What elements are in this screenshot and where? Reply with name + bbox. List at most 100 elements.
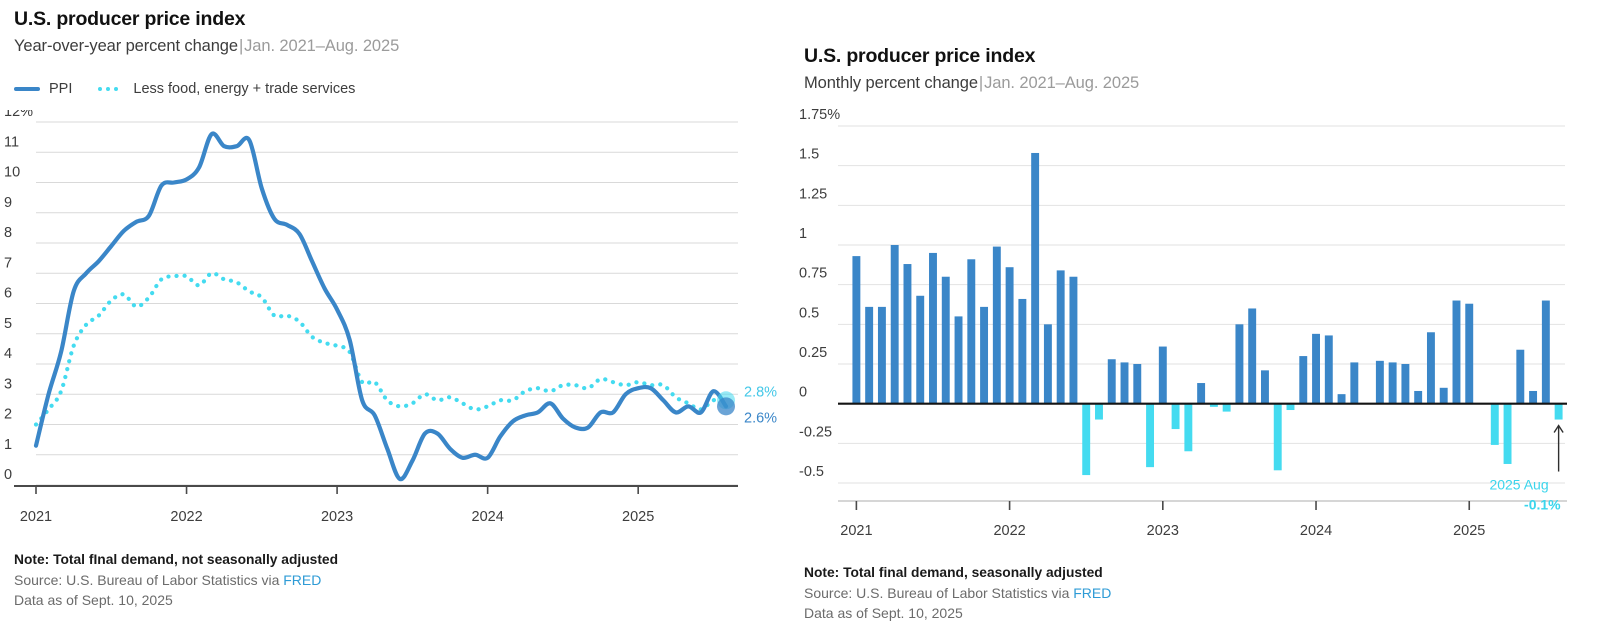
left-chart-header: U.S. producer price index Year-over-year…: [14, 8, 399, 56]
bar: [1043, 324, 1052, 404]
bar: [1324, 335, 1333, 404]
right-source-line: Source: U.S. Bureau of Labor Statistics …: [804, 583, 1111, 603]
bar: [992, 246, 1001, 404]
right-page-title: U.S. producer price index: [804, 45, 1036, 67]
bar: [1171, 403, 1180, 430]
bar: [1095, 403, 1103, 420]
left-subtitle-range: Jan. 2021–Aug. 2025: [244, 37, 400, 55]
bar: [1056, 270, 1065, 404]
bar: [967, 259, 976, 404]
legend-solid-line-icon: [14, 87, 40, 91]
bar: [1018, 298, 1027, 404]
bar: [1299, 356, 1308, 404]
left-source-line: Source: U.S. Bureau of Labor Statistics …: [14, 570, 338, 590]
bar: [1554, 403, 1563, 420]
bar: [1541, 300, 1550, 404]
bar: [1439, 387, 1448, 404]
bar: [1273, 403, 1282, 471]
left-asof-text: Data as of Sept. 10, 2025: [14, 592, 173, 608]
x-axis-tick-label: 2022: [993, 523, 1025, 538]
bar: [1286, 403, 1295, 411]
x-axis-tick-label: 2024: [1300, 523, 1332, 538]
legend-label-ppi: PPI: [49, 81, 73, 97]
right-source-prefix: Source: U.S. Bureau of Labor Statistics …: [804, 585, 1074, 601]
x-axis-tick-label: 2025: [622, 509, 654, 525]
bar: [1375, 360, 1384, 404]
left-chart-legend: PPI Less food, energy + trade services: [14, 81, 355, 97]
bar: [1120, 362, 1129, 404]
y-axis-tick-label: 7: [4, 255, 12, 271]
bar: [1197, 383, 1206, 404]
bar: [1146, 403, 1155, 468]
page-title: U.S. producer price index: [14, 8, 246, 30]
bar: [1209, 403, 1218, 407]
x-axis-tick-label: 2021: [20, 509, 52, 525]
y-axis-tick-label: -0.5: [799, 464, 824, 480]
right-source-link-fred[interactable]: FRED: [1073, 585, 1112, 601]
annotation-month-label: 2025 Aug: [1489, 477, 1548, 493]
bar: [929, 252, 937, 404]
legend-item-ppi[interactable]: PPI: [14, 81, 72, 97]
left-chart-panel: U.S. producer price index Year-over-year…: [0, 0, 790, 637]
bar: [865, 306, 874, 404]
bar: [1069, 276, 1078, 404]
bar: [1184, 403, 1193, 452]
bar: [1465, 303, 1474, 404]
end-marker-ppi: [717, 397, 735, 416]
bar: [1414, 390, 1423, 404]
y-axis-tick-label: 0.75: [799, 266, 827, 282]
y-axis-tick-label: 1.5: [799, 147, 819, 163]
x-axis-tick-label: 2022: [170, 509, 202, 525]
y-axis-tick-label: 1.25: [799, 186, 827, 202]
bar: [941, 276, 950, 404]
end-label-ppi: 2.6%: [744, 410, 777, 426]
bar: [877, 306, 886, 404]
y-axis-tick-label: 4: [4, 346, 12, 362]
y-axis-tick-label: 1: [4, 437, 12, 453]
x-axis-tick-label: 2023: [321, 509, 353, 525]
y-axis-tick-label: 12%: [4, 110, 33, 120]
left-source-prefix: Source: U.S. Bureau of Labor Statistics …: [14, 572, 284, 588]
legend-item-core[interactable]: Less food, energy + trade services: [98, 81, 355, 97]
x-axis-tick-label: 2024: [472, 509, 504, 525]
y-axis-tick-label: 1.75%: [799, 108, 840, 123]
right-chart-panel: U.S. producer price index Monthly percen…: [795, 0, 1600, 637]
bar: [1401, 364, 1410, 404]
legend-dotted-line-icon: [98, 87, 124, 91]
bar: [1312, 333, 1320, 404]
right-subtitle-separator: |: [978, 74, 984, 92]
right-note-text: Note: Total final demand, seasonally adj…: [804, 565, 1103, 580]
series-line-ppi: [33, 131, 729, 482]
x-axis-tick-label: 2021: [840, 523, 872, 538]
right-chart-header: U.S. producer price index Monthly percen…: [804, 45, 1139, 93]
y-axis-tick-label: 2: [4, 407, 12, 423]
bar: [1529, 390, 1538, 404]
bar: [1516, 349, 1525, 404]
right-subtitle-range: Jan. 2021–Aug. 2025: [984, 74, 1140, 92]
bar: [1490, 403, 1499, 445]
y-axis-tick-label: -0.25: [799, 424, 832, 440]
y-axis-tick-label: 9: [4, 195, 12, 211]
bar: [1337, 394, 1346, 404]
bar: [852, 256, 861, 404]
right-asof-text: Data as of Sept. 10, 2025: [804, 605, 963, 621]
bar: [890, 245, 899, 404]
series-line-core: [33, 271, 729, 427]
bar: [1235, 324, 1244, 404]
bar: [903, 264, 912, 404]
left-source-link-fred[interactable]: FRED: [283, 572, 322, 588]
bar: [1261, 370, 1269, 404]
bar: [1133, 364, 1142, 404]
bar: [1426, 332, 1435, 404]
end-label-core: 2.8%: [744, 384, 777, 400]
y-axis-tick-label: 1: [799, 226, 807, 242]
bar: [980, 306, 989, 404]
bar: [1350, 362, 1359, 404]
bar: [1082, 403, 1091, 476]
legend-label-core: Less food, energy + trade services: [133, 81, 356, 97]
y-axis-tick-label: 6: [4, 286, 12, 302]
y-axis-tick-label: 10: [4, 165, 20, 181]
bar: [1452, 300, 1461, 404]
y-axis-tick-label: 0: [4, 467, 12, 483]
right-subtitle-measure: Monthly percent change: [804, 74, 978, 92]
